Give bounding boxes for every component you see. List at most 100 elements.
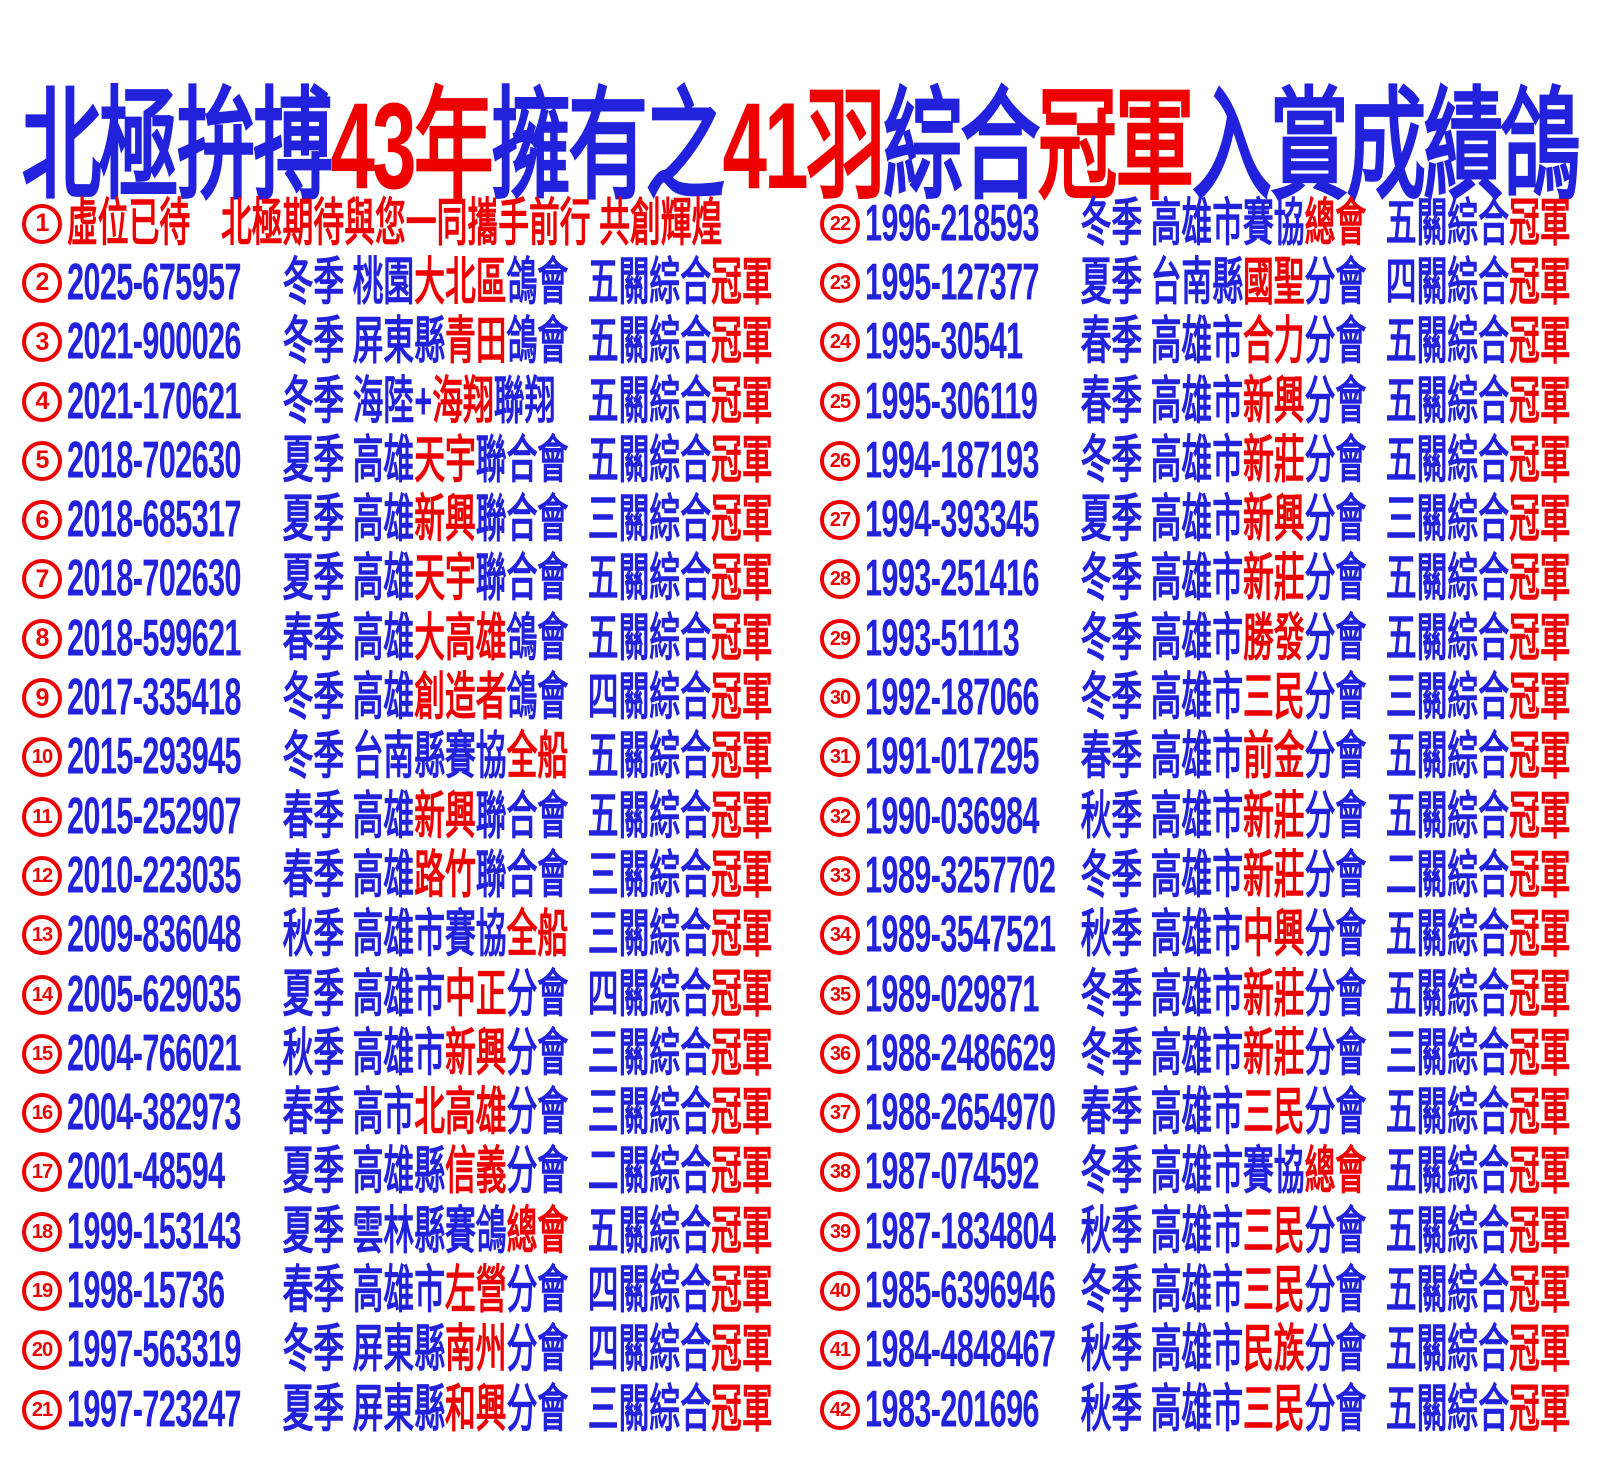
text-segment: 冠軍 (711, 965, 773, 1023)
ring-id: 1999-153143 (67, 1202, 242, 1261)
result-row: 42 1983-201696 秋季 高雄市三民分會 五關綜合冠軍 (820, 1380, 1584, 1439)
ring-id: 1993-51113 (865, 609, 1020, 668)
award-label: 三關綜合冠軍 (588, 849, 773, 902)
result-row: 15 2004-766021 秋季 高雄市新興分會 三關綜合冠軍 (22, 1024, 786, 1083)
result-row: 30 1992-187066 冬季 高雄市三民分會 三關綜合冠軍 (820, 668, 1584, 727)
award-label: 五關綜合冠軍 (588, 731, 773, 783)
text-segment: 冠軍 (1509, 1024, 1571, 1083)
row-number-badge: 38 (820, 1152, 860, 1193)
text-segment: 海翔 (432, 372, 494, 430)
text-segment: 三關綜合 (587, 1380, 711, 1438)
text-segment: 海陸+ (352, 372, 433, 430)
award-label: 五關綜合冠軍 (588, 612, 773, 665)
row-number-badge: 41 (820, 1330, 860, 1371)
page-title: 北極拚搏43年擁有之41羽綜合冠軍入賞成績鴿 (22, 78, 1581, 215)
text-segment: 冠軍 (711, 1024, 773, 1083)
ring-id: 1989-029871 (865, 965, 1040, 1023)
club-name: 桃園大北區鴿會 (353, 256, 588, 309)
text-segment: 分會 (1304, 312, 1367, 371)
row-number-badge: 42 (820, 1389, 860, 1430)
text-segment: 五關綜合 (1385, 965, 1509, 1023)
row-content: 1993-51113 冬季 高雄市勝發分會 五關綜合冠軍 (865, 609, 1571, 668)
text-segment: 高雄市 (1150, 609, 1243, 668)
results-list: 1 虛位已待 北極期待與您一同攜手前行 共創輝煌 2 2025-675957 冬季 桃園大… (0, 190, 1600, 1439)
row-content: 2001-48594 夏季 高雄縣信義分會 二關綜合冠軍 (67, 1146, 773, 1198)
ring-id: 1988-2654970 (865, 1083, 1056, 1142)
season-label: 夏季 (282, 1380, 345, 1438)
club-name: 雲林縣賽鴿總會 (353, 1205, 588, 1258)
text-segment: 新莊 (1243, 846, 1305, 905)
row-content: 1997-723247 夏季 屏東縣和興分會 三關綜合冠軍 (67, 1380, 773, 1438)
club-name: 屏東縣南州分會 (353, 1324, 588, 1376)
text-segment: 高雄市賽協 (352, 905, 507, 964)
row-number-badge: 40 (820, 1270, 860, 1311)
ring-id: 1983-201696 (865, 1380, 1040, 1438)
award-label: 五關綜合冠軍 (588, 434, 773, 487)
ring-id: 2021-900026 (67, 312, 242, 371)
text-segment: 五關綜合 (1385, 312, 1509, 371)
season-label: 冬季 (282, 727, 345, 786)
text-segment: 虛位已待 北極期待與您一同攜手前行 共創輝煌 (67, 194, 723, 252)
result-row: 19 1998-15736 春季 高雄市左營分會 四關綜合冠軍 (22, 1261, 786, 1320)
text-segment: 高雄 (352, 846, 415, 905)
text-segment: 分會 (1304, 1083, 1367, 1142)
result-row: 24 1995-30541 春季 高雄市合力分會 五關綜合冠軍 (820, 313, 1584, 372)
season-label: 冬季 (1080, 965, 1143, 1023)
row-content: 虛位已待 北極期待與您一同攜手前行 共創輝煌 (67, 197, 722, 250)
text-segment: 高雄 (352, 609, 415, 668)
award-label: 五關綜合冠軍 (588, 553, 773, 605)
ring-id: 1998-15736 (67, 1261, 225, 1320)
ring-id: 1989-3547521 (865, 905, 1056, 964)
text-segment: 五關綜合 (1385, 372, 1509, 430)
award-label: 三關綜合冠軍 (1386, 1027, 1571, 1080)
club-name: 高雄市新莊分會 (1151, 434, 1386, 487)
result-row: 29 1993-51113 冬季 高雄市勝發分會 五關綜合冠軍 (820, 609, 1584, 668)
club-name: 高雄市三民分會 (1151, 1264, 1386, 1317)
ring-id: 2001-48594 (67, 1142, 225, 1201)
season-label: 冬季 (1080, 1142, 1143, 1201)
club-name: 高雄路竹聯合會 (353, 849, 588, 902)
text-segment: 冠軍 (711, 431, 773, 490)
row-content: 1996-218593 冬季 高雄市賽協總會 五關綜合冠軍 (865, 197, 1571, 250)
text-segment: 五關綜合 (587, 431, 711, 490)
row-content: 2021-170621 冬季 海陸+海翔聯翔 五關綜合冠軍 (67, 375, 773, 428)
season-label: 冬季 (1080, 549, 1143, 608)
text-segment: 五關綜合 (1385, 787, 1509, 845)
row-content: 1988-2486629 冬季 高雄市新莊分會 三關綜合冠軍 (865, 1027, 1571, 1080)
text-segment: 分會 (506, 965, 569, 1023)
award-label: 三關綜合冠軍 (588, 1087, 773, 1139)
text-segment: 五關綜合 (587, 549, 711, 608)
row-number-badge: 15 (22, 1033, 62, 1074)
text-segment: 高雄市 (1150, 1202, 1243, 1261)
text-segment: 分會 (506, 1024, 569, 1083)
text-segment: 五關綜合 (1385, 609, 1509, 668)
row-content: 1989-3257702 冬季 高雄市新莊分會 二關綜合冠軍 (865, 849, 1571, 902)
text-segment: 中正 (445, 965, 507, 1023)
club-name: 高雄市左營分會 (353, 1264, 588, 1317)
row-content: 1999-153143 夏季 雲林縣賽鴿總會 五關綜合冠軍 (67, 1202, 773, 1261)
award-label: 四關綜合冠軍 (588, 671, 773, 724)
award-label: 五關綜合冠軍 (1386, 1146, 1571, 1198)
text-segment: 冠軍 (1037, 78, 1195, 215)
text-segment: 分會 (1304, 727, 1367, 786)
row-number-badge: 5 (22, 440, 62, 481)
result-row: 41 1984-4848467 秋季 高雄市民族分會 五關綜合冠軍 (820, 1321, 1584, 1380)
text-segment: 台南縣 (1150, 253, 1243, 312)
award-label: 五關綜合冠軍 (588, 316, 773, 368)
result-row: 23 1995-127377 夏季 台南縣國聖分會 四關綜合冠軍 (820, 253, 1584, 312)
result-row: 10 2015-293945 冬季 台南縣賽協全船 五關綜合冠軍 (22, 728, 786, 787)
ring-id: 2004-766021 (67, 1024, 242, 1083)
ring-id: 2018-685317 (67, 490, 242, 549)
award-label: 五關綜合冠軍 (1386, 1324, 1571, 1376)
club-name: 高雄新興聯合會 (353, 494, 588, 546)
season-label: 春季 (282, 846, 345, 905)
season-label: 冬季 (1080, 1261, 1143, 1320)
result-row: 14 2005-629035 夏季 高雄市中正分會 四關綜合冠軍 (22, 965, 786, 1024)
row-number-badge: 30 (820, 678, 860, 719)
row-content: 2015-252907 春季 高雄新興聯合會 五關綜合冠軍 (67, 790, 773, 843)
text-segment: 鴿會 (506, 668, 569, 727)
text-segment: 冠軍 (711, 549, 773, 608)
ring-id: 2018-702630 (67, 431, 242, 490)
ring-id: 1993-251416 (865, 549, 1040, 608)
row-number-badge: 17 (22, 1152, 62, 1193)
